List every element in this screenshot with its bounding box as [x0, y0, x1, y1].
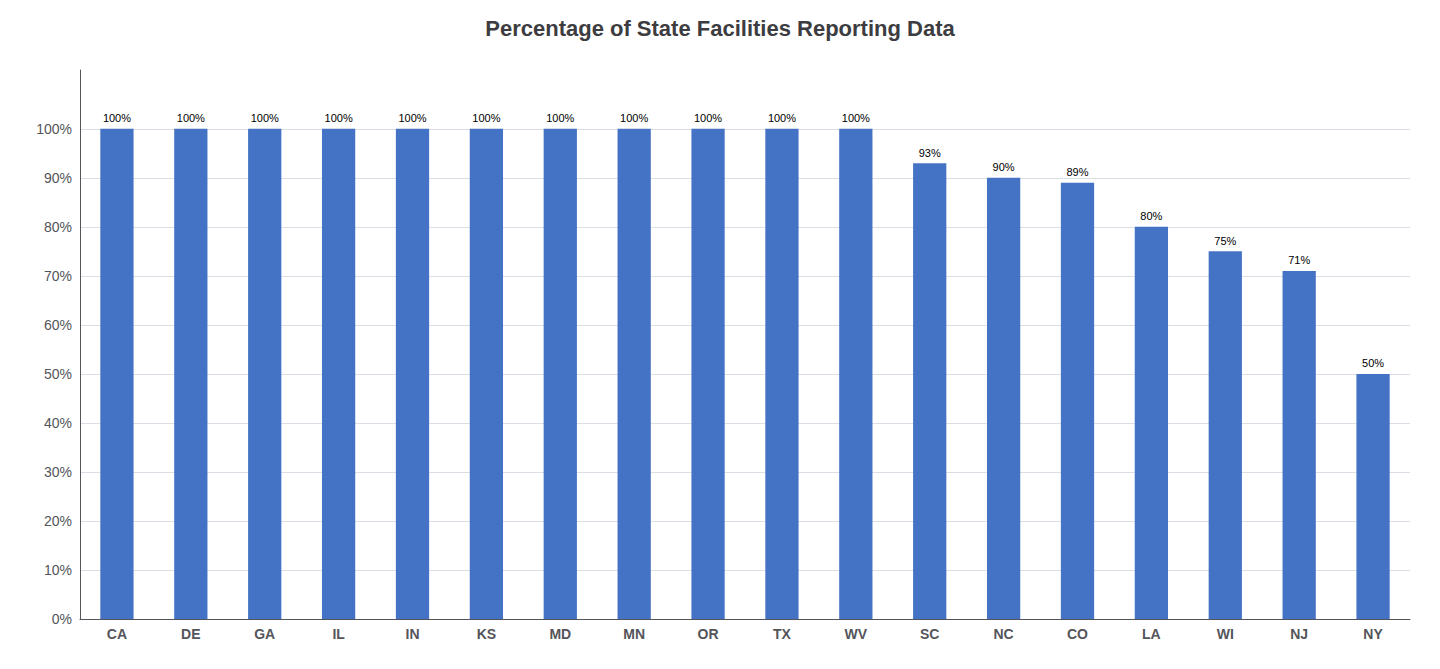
- svg-text:100%: 100%: [620, 112, 648, 124]
- svg-text:100%: 100%: [103, 112, 131, 124]
- svg-text:80%: 80%: [44, 219, 72, 235]
- svg-text:GA: GA: [254, 626, 275, 642]
- svg-text:100%: 100%: [546, 112, 574, 124]
- svg-text:MN: MN: [623, 626, 645, 642]
- svg-text:MD: MD: [549, 626, 571, 642]
- svg-text:50%: 50%: [1362, 357, 1384, 369]
- svg-text:71%: 71%: [1288, 254, 1310, 266]
- svg-text:IL: IL: [332, 626, 345, 642]
- svg-text:DE: DE: [181, 626, 200, 642]
- svg-text:40%: 40%: [44, 415, 72, 431]
- svg-text:TX: TX: [773, 626, 792, 642]
- svg-text:89%: 89%: [1066, 166, 1088, 178]
- svg-text:93%: 93%: [919, 147, 941, 159]
- svg-text:100%: 100%: [36, 121, 72, 137]
- svg-text:100%: 100%: [177, 112, 205, 124]
- svg-text:100%: 100%: [325, 112, 353, 124]
- svg-text:70%: 70%: [44, 268, 72, 284]
- svg-text:100%: 100%: [398, 112, 426, 124]
- svg-text:100%: 100%: [251, 112, 279, 124]
- svg-text:SC: SC: [920, 626, 939, 642]
- svg-text:CO: CO: [1067, 626, 1088, 642]
- svg-text:100%: 100%: [472, 112, 500, 124]
- svg-text:NJ: NJ: [1290, 626, 1308, 642]
- svg-text:100%: 100%: [842, 112, 870, 124]
- svg-text:CA: CA: [107, 626, 127, 642]
- svg-text:90%: 90%: [44, 170, 72, 186]
- svg-text:NY: NY: [1363, 626, 1383, 642]
- svg-text:60%: 60%: [44, 317, 72, 333]
- svg-text:100%: 100%: [694, 112, 722, 124]
- svg-text:80%: 80%: [1140, 210, 1162, 222]
- svg-text:10%: 10%: [44, 562, 72, 578]
- svg-text:IN: IN: [406, 626, 420, 642]
- svg-text:WV: WV: [845, 626, 868, 642]
- svg-text:100%: 100%: [768, 112, 796, 124]
- svg-text:Percentage of State Facilities: Percentage of State Facilities Reporting…: [485, 16, 955, 41]
- svg-text:NC: NC: [993, 626, 1013, 642]
- svg-text:OR: OR: [698, 626, 719, 642]
- svg-text:90%: 90%: [993, 161, 1015, 173]
- svg-text:75%: 75%: [1214, 235, 1236, 247]
- svg-text:KS: KS: [477, 626, 496, 642]
- svg-text:20%: 20%: [44, 513, 72, 529]
- svg-text:LA: LA: [1142, 626, 1161, 642]
- svg-text:50%: 50%: [44, 366, 72, 382]
- svg-text:WI: WI: [1217, 626, 1234, 642]
- svg-text:30%: 30%: [44, 464, 72, 480]
- svg-text:0%: 0%: [52, 611, 72, 627]
